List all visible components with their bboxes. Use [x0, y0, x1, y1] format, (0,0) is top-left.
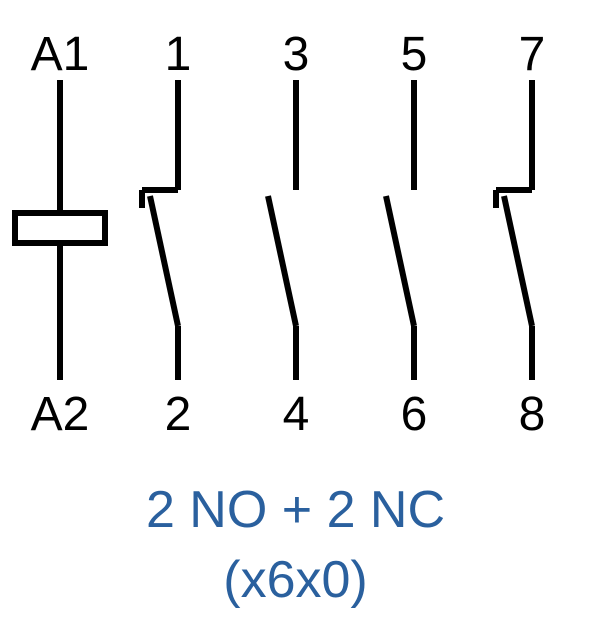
svg-text:A2: A2 [31, 388, 90, 441]
caption-line-2: (x6x0) [0, 550, 591, 610]
svg-text:2: 2 [165, 388, 192, 441]
svg-text:4: 4 [283, 388, 310, 441]
caption-line-1: 2 NO + 2 NC [0, 480, 591, 540]
svg-text:6: 6 [401, 388, 428, 441]
svg-text:8: 8 [519, 388, 546, 441]
svg-text:1: 1 [165, 28, 192, 81]
svg-text:7: 7 [519, 28, 546, 81]
svg-text:3: 3 [283, 28, 310, 81]
svg-text:5: 5 [401, 28, 428, 81]
svg-text:A1: A1 [31, 28, 90, 81]
relay-schematic: A1 A2 1 2 3 4 5 6 7 8 [0, 0, 591, 470]
